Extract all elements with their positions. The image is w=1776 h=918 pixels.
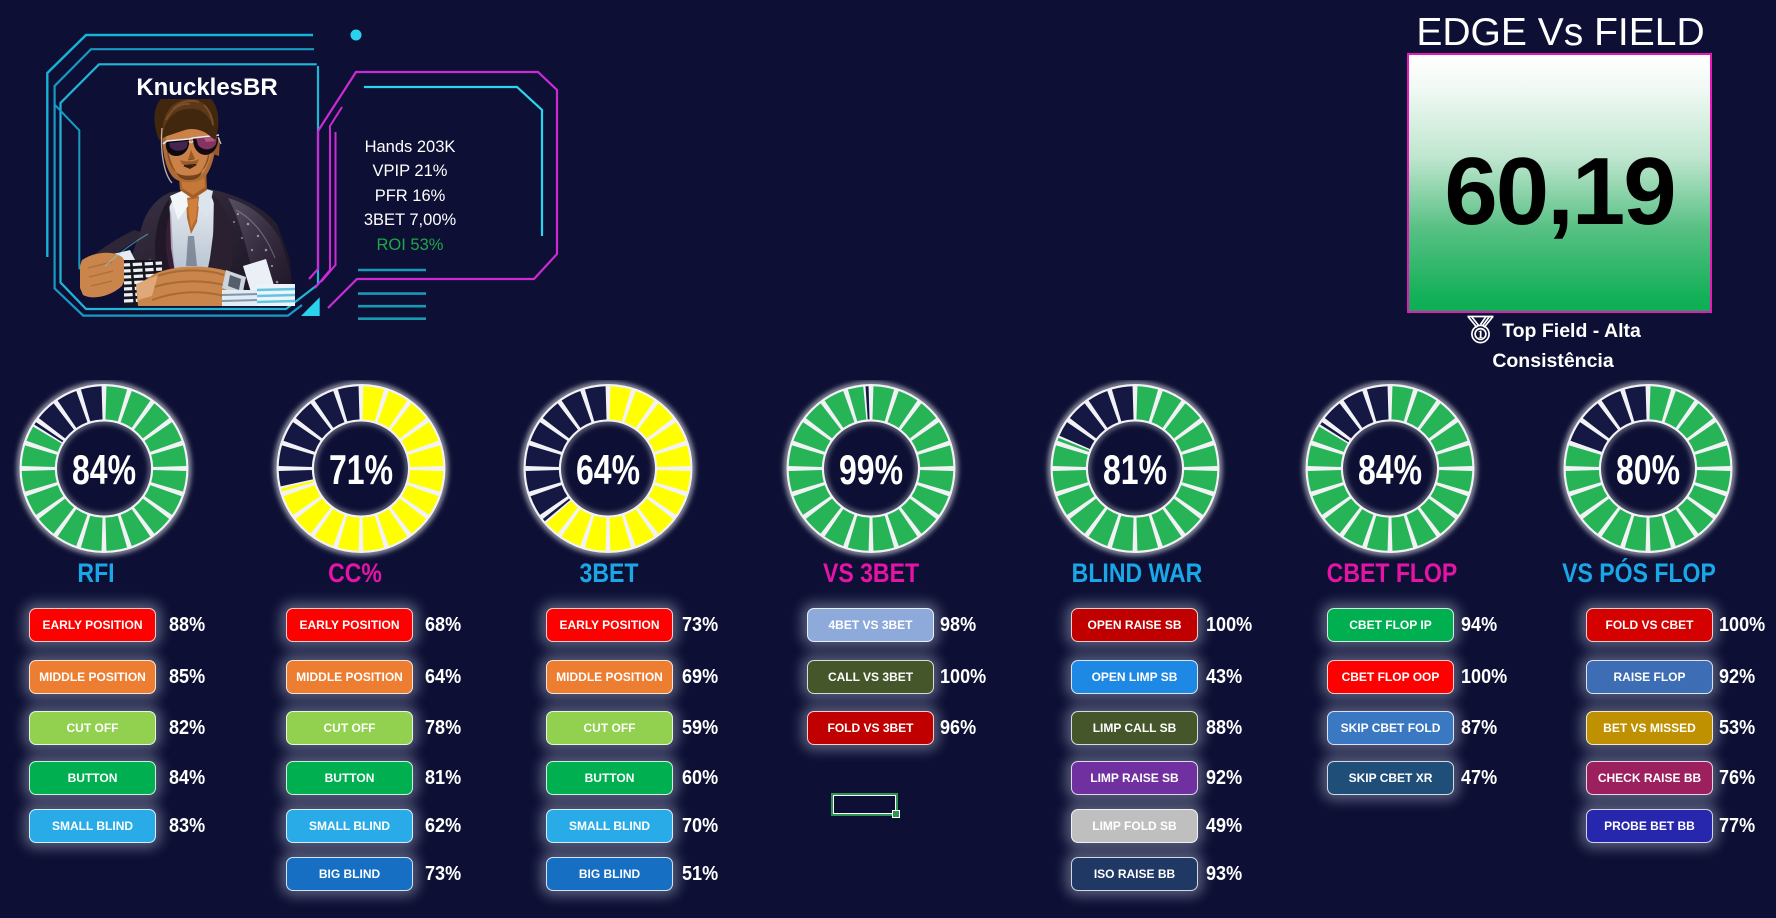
svg-text:64%: 64% [576,446,640,493]
svg-text:80%: 80% [1616,446,1680,493]
svg-text:81%: 81% [1103,446,1167,493]
svg-text:84%: 84% [1358,446,1422,493]
svg-text:1: 1 [1478,327,1484,341]
svg-text:84%: 84% [72,446,136,493]
svg-text:99%: 99% [839,446,903,493]
svg-text:71%: 71% [329,446,393,493]
